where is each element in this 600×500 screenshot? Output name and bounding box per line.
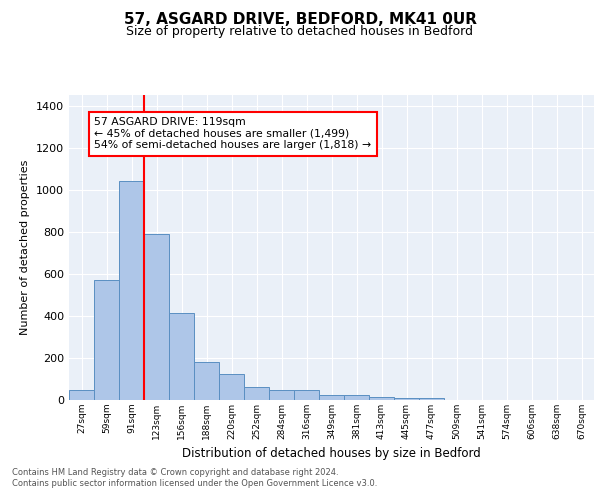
Bar [119,181,144,400]
Bar [244,387,269,400]
Text: Size of property relative to detached houses in Bedford: Size of property relative to detached ho… [127,25,473,38]
Y-axis label: Number of detached properties: Number of detached properties [20,160,31,335]
Bar [169,312,194,400]
Bar [194,362,219,400]
Bar [69,390,94,400]
Text: 57, ASGARD DRIVE, BEDFORD, MK41 0UR: 57, ASGARD DRIVE, BEDFORD, MK41 0UR [124,12,476,28]
Bar [319,394,344,400]
Bar [369,397,394,400]
Bar [419,398,444,400]
Bar [344,394,369,400]
Bar [269,390,294,400]
Text: 57 ASGARD DRIVE: 119sqm
← 45% of detached houses are smaller (1,499)
54% of semi: 57 ASGARD DRIVE: 119sqm ← 45% of detache… [94,117,371,150]
Text: Contains HM Land Registry data © Crown copyright and database right 2024.
Contai: Contains HM Land Registry data © Crown c… [12,468,377,487]
Bar [94,280,119,400]
Bar [394,398,419,400]
X-axis label: Distribution of detached houses by size in Bedford: Distribution of detached houses by size … [182,448,481,460]
Bar [144,234,169,400]
Bar [294,390,319,400]
Bar [219,374,244,400]
